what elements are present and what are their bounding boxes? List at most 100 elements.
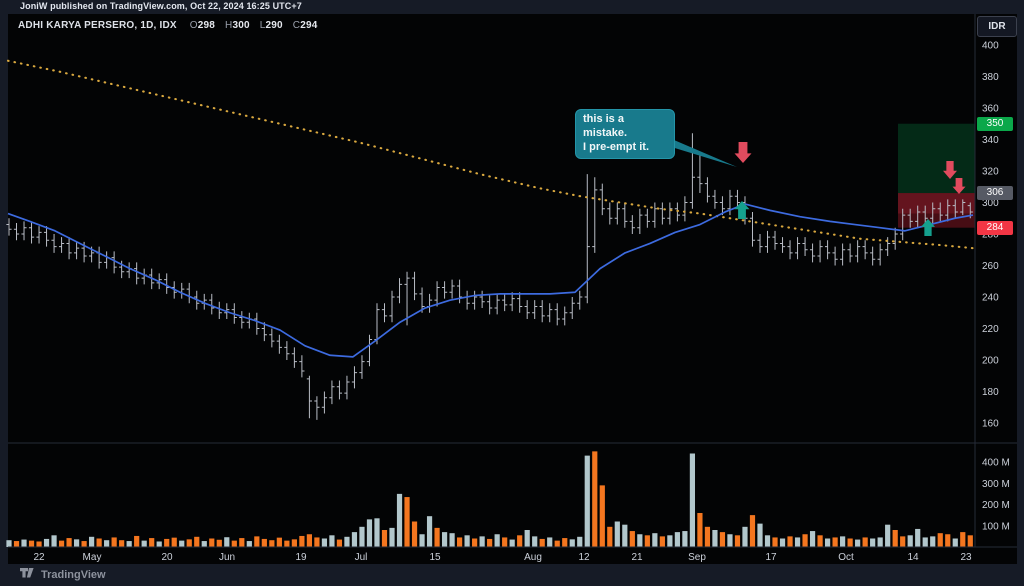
position-stop-box-upper xyxy=(898,193,975,214)
close-value: 294 xyxy=(300,20,318,31)
volume-bar xyxy=(539,538,545,547)
volume-bar xyxy=(704,526,711,547)
tradingview-logo[interactable]: TradingView xyxy=(20,568,106,581)
volume-bar xyxy=(885,524,891,547)
stop-price-label: 284 xyxy=(977,221,1013,235)
volume-bar xyxy=(809,531,816,547)
volume-bar xyxy=(344,536,350,547)
open-value: 298 xyxy=(197,20,216,31)
time-tick: May xyxy=(83,552,102,563)
volume-bar xyxy=(149,538,155,547)
price-tick: 320 xyxy=(982,167,999,178)
volume-bar xyxy=(674,532,680,547)
volume-bar xyxy=(779,538,786,547)
volume-bar xyxy=(502,537,508,547)
volume-bar xyxy=(855,539,861,547)
volume-bar xyxy=(359,526,365,547)
slow-ma-dotted-line xyxy=(6,59,975,250)
volume-tick: 200 M xyxy=(982,500,1010,511)
volume-bar xyxy=(306,534,312,547)
volume-bar xyxy=(156,541,162,547)
volume-bar xyxy=(487,538,493,547)
time-tick: 12 xyxy=(578,552,590,563)
arrow-up-marker[interactable] xyxy=(921,219,935,236)
volume-bar xyxy=(847,538,853,547)
volume-bar xyxy=(336,539,343,547)
publish-text: JoniW published on TradingView.com, Oct … xyxy=(20,1,302,11)
volume-bar xyxy=(164,538,170,547)
volume-bar xyxy=(299,535,305,547)
volume-bar xyxy=(772,537,778,547)
high-value: 300 xyxy=(232,20,250,31)
tradingview-logo-icon xyxy=(20,568,34,578)
volume-bar xyxy=(840,536,846,547)
tradingview-logo-text: TradingView xyxy=(41,568,106,581)
price-tick: 280 xyxy=(982,230,999,241)
volume-bar xyxy=(734,535,741,547)
position-target-box[interactable] xyxy=(898,123,975,194)
volume-bar xyxy=(381,530,388,547)
volume-bar xyxy=(607,526,613,547)
volume-bar xyxy=(89,536,95,547)
arrow-up-marker[interactable] xyxy=(734,201,750,219)
close-label: C xyxy=(292,20,301,31)
volume-tick: 100 M xyxy=(982,521,1010,532)
price-tick: 220 xyxy=(982,324,999,335)
volume-bar xyxy=(254,536,260,547)
volume-bar xyxy=(712,530,718,547)
volume-bar xyxy=(81,541,87,547)
volume-bar xyxy=(967,535,973,547)
currency-toggle-button[interactable]: IDR xyxy=(977,16,1017,37)
volume-tick: 400 M xyxy=(982,458,1010,469)
volume-bar xyxy=(877,537,883,547)
entry-price-label: 306 xyxy=(977,186,1013,200)
volume-bar xyxy=(389,527,395,547)
low-value: 290 xyxy=(265,20,283,31)
volume-bar xyxy=(802,534,808,547)
volume-bar xyxy=(351,532,358,547)
volume-bar xyxy=(727,534,733,547)
volume-bar xyxy=(794,537,801,547)
volume-bar xyxy=(862,537,868,547)
annotation-line2: I pre-empt it. xyxy=(583,140,650,153)
arrow-down-marker[interactable] xyxy=(943,161,957,179)
position-stop-box[interactable] xyxy=(898,193,975,228)
price-tick: 300 xyxy=(982,198,999,209)
volume-bar xyxy=(224,537,230,547)
annotation-callout[interactable]: this is a mistake. I pre-empt it. xyxy=(575,109,675,160)
time-tick: 23 xyxy=(960,552,972,563)
volume-bar xyxy=(246,541,252,547)
volume-bar xyxy=(111,537,117,547)
volume-bar xyxy=(13,541,20,547)
volume-bar xyxy=(141,540,147,547)
volume-bar xyxy=(291,539,297,547)
volume-bar xyxy=(517,535,523,547)
time-tick: 22 xyxy=(33,552,45,563)
volume-bar xyxy=(66,538,72,547)
volume-bar xyxy=(96,538,102,547)
volume-bar xyxy=(419,534,425,547)
volume-bar xyxy=(637,534,643,547)
volume-bar xyxy=(870,538,876,547)
volume-bar xyxy=(179,540,185,547)
low-label: L xyxy=(259,20,266,31)
volume-bar xyxy=(171,537,177,547)
volume-bar xyxy=(194,536,200,547)
arrow-down-marker[interactable] xyxy=(734,142,752,163)
volume-bar xyxy=(464,535,470,547)
volume-bar xyxy=(329,535,335,547)
chart-legend[interactable]: ADHI KARYA PERSERO, 1D, IDX O298 H300 L2… xyxy=(18,20,324,31)
volume-bar xyxy=(426,516,433,547)
volume-bar xyxy=(396,493,403,547)
volume-bar xyxy=(562,538,568,547)
volume-bar xyxy=(126,541,132,547)
price-tick: 340 xyxy=(982,135,999,146)
volume-bar xyxy=(411,521,418,547)
volume-bar xyxy=(314,537,320,547)
arrow-down-marker[interactable] xyxy=(952,178,966,194)
volume-bar xyxy=(592,451,598,547)
high-label: H xyxy=(225,20,233,31)
symbol-title[interactable]: ADHI KARYA PERSERO, 1D, IDX xyxy=(18,20,177,31)
